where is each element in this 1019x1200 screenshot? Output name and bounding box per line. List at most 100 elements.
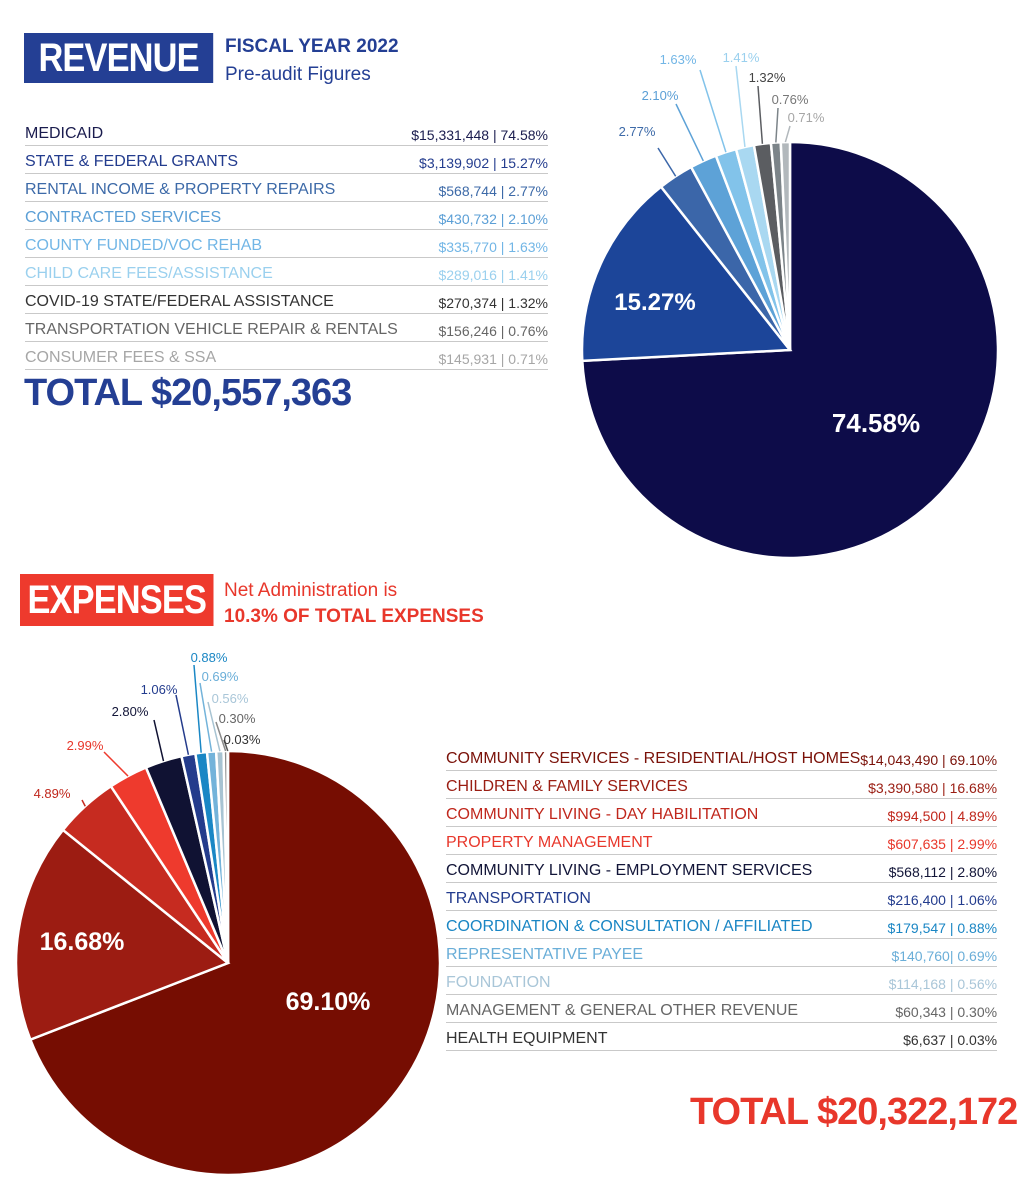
expenses-row-amount: $14,043,490 | 69.10% (860, 743, 998, 771)
expenses-table: COMMUNITY SERVICES - RESIDENTIAL/HOST HO… (446, 743, 998, 1051)
expenses-row: FOUNDATION $114,168 | 0.56% (446, 966, 998, 995)
revenue-banner: REVENUE (24, 33, 214, 83)
expenses-row-amount: $179,547 | 0.88% (860, 910, 998, 939)
expenses-row-label: CHILDREN & FAMILY SERVICES (446, 770, 861, 799)
revenue-pie-slice-label: 1.63% (660, 52, 697, 67)
expenses-row-label: MANAGEMENT & GENERAL OTHER REVENUE (446, 994, 861, 1023)
revenue-pie-leader-line (775, 107, 779, 143)
expenses-pie-slice (28, 749, 442, 1177)
expenses-pie-slice-label: 16.68% (40, 928, 125, 956)
revenue-pie-slice-label: 2.77% (619, 124, 656, 139)
revenue-subtitle: Pre-audit Figures (225, 64, 371, 85)
revenue-row-label: COVID-19 STATE/FEDERAL ASSISTANCE (25, 285, 408, 314)
revenue-row-label: CONTRACTED SERVICES (25, 201, 408, 230)
expenses-pie-leader-line (153, 719, 165, 762)
revenue-pie-slice-label: 0.76% (772, 92, 809, 107)
revenue-pie-slice-label: 0.71% (788, 110, 825, 125)
revenue-table: MEDICAID $15,331,448 | 74.58% STATE & FEDE… (25, 118, 548, 370)
revenue-row: COVID-19 STATE/FEDERAL ASSISTANCE $270,37… (25, 285, 548, 314)
revenue-row: TRANSPORTATION VEHICLE REPAIR & RENTALS $… (25, 313, 548, 342)
expenses-pie-leader-line (81, 799, 86, 807)
revenue-row-label: TRANSPORTATION VEHICLE REPAIR & RENTALS (25, 313, 408, 342)
revenue-row: MEDICAID $15,331,448 | 74.58% (25, 118, 548, 146)
expenses-row-amount: $216,400 | 1.06% (860, 882, 998, 911)
expenses-pie-leader-line (215, 721, 227, 752)
expenses-pie-leader-line (223, 739, 229, 752)
revenue-row-label: MEDICAID (25, 118, 408, 146)
revenue-pie-leader-line (675, 103, 704, 162)
expenses-row: COMMUNITY LIVING - EMPLOYMENT SERVICES $5… (446, 854, 998, 883)
revenue-pie-leader-line (784, 125, 791, 143)
revenue-row: CHILD CARE FEES/ASSISTANCE $289,016 | 1.4… (25, 257, 548, 286)
revenue-row-label: STATE & FEDERAL GRANTS (25, 145, 408, 174)
expenses-pie-slice-label: 0.88% (191, 650, 228, 665)
expenses-row: COMMUNITY SERVICES - RESIDENTIAL/HOST HO… (446, 743, 998, 771)
expenses-row: COORDINATION & CONSULTATION / AFFILIATED… (446, 910, 998, 939)
expenses-row-amount: $3,390,580 | 16.68% (860, 770, 998, 799)
expenses-pie-leader-line (207, 701, 221, 752)
revenue-row-label: RENTAL INCOME & PROPERTY REPAIRS (25, 173, 408, 202)
revenue-row-amount: $15,331,448 | 74.58% (407, 118, 548, 146)
expenses-row-label: FOUNDATION (446, 966, 861, 995)
expenses-row: CHILDREN & FAMILY SERVICES $3,390,580 | 1… (446, 770, 998, 799)
revenue-row-amount: $3,139,902 | 15.27% (407, 145, 548, 174)
revenue-pie-leader-line (735, 65, 746, 148)
revenue-row-amount: $289,016 | 1.41% (407, 257, 548, 286)
expenses-pie-slice-label: 69.10% (286, 988, 371, 1016)
revenue-row: STATE & FEDERAL GRANTS $3,139,902 | 15.27… (25, 145, 548, 174)
expenses-row-amount: $6,637 | 0.03% (860, 1022, 998, 1051)
revenue-pie-slice (779, 140, 792, 351)
revenue-pie-leader-line (657, 147, 677, 177)
net-admin-note: Net Administration is (224, 580, 398, 601)
expenses-row-label: COMMUNITY SERVICES - RESIDENTIAL/HOST HO… (446, 743, 861, 771)
expenses-row-amount: $60,343 | 0.30% (860, 994, 998, 1023)
expenses-pie-slice-label: 0.56% (212, 691, 249, 706)
revenue-pie-slice-label: 2.10% (642, 88, 679, 103)
expenses-row: REPRESENTATIVE PAYEE $140,760| 0.69% (446, 938, 998, 967)
revenue-pie-slice-label: 1.32% (749, 70, 786, 85)
revenue-row-amount: $156,246 | 0.76% (407, 313, 548, 342)
expenses-pie-slice-label: 0.03% (224, 732, 261, 747)
expenses-row-label: REPRESENTATIVE PAYEE (446, 938, 861, 967)
expenses-row-label: TRANSPORTATION (446, 882, 861, 911)
expenses-row-amount: $140,760| 0.69% (860, 938, 998, 967)
expenses-row-label: COMMUNITY LIVING - EMPLOYMENT SERVICES (446, 854, 861, 883)
expenses-pie-slice-label: 1.06% (141, 682, 178, 697)
expenses-row-amount: $568,112 | 2.80% (860, 854, 998, 883)
expenses-pie-slice-label: 0.69% (202, 669, 239, 684)
net-admin-percent: 10.3% OF TOTAL EXPENSES (224, 606, 484, 627)
expenses-pie-leader-line (103, 751, 129, 777)
revenue-row-amount: $335,770 | 1.63% (407, 229, 548, 258)
fiscal-year-title: FISCAL YEAR 2022 (225, 36, 399, 57)
revenue-pie-slice (580, 185, 793, 363)
revenue-row: COUNTY FUNDED/VOC REHAB $335,770 | 1.63% (25, 229, 548, 258)
expenses-pie-slice (14, 828, 231, 1042)
revenue-row: CONSUMER FEES & SSA $145,931 | 0.71% (25, 341, 548, 370)
expenses-pie-leader-line (199, 682, 213, 752)
revenue-row-amount: $145,931 | 0.71% (407, 341, 548, 370)
expenses-row-label: HEALTH EQUIPMENT (446, 1022, 861, 1051)
revenue-row: RENTAL INCOME & PROPERTY REPAIRS $568,744… (25, 173, 548, 202)
expenses-row-label: COMMUNITY LIVING - DAY HABILITATION (446, 798, 861, 827)
revenue-row: CONTRACTED SERVICES $430,732 | 2.10% (25, 201, 548, 230)
expenses-row-label: COORDINATION & CONSULTATION / AFFILIATED (446, 910, 861, 939)
expenses-row: COMMUNITY LIVING - DAY HABILITATION $994,… (446, 798, 998, 827)
revenue-pie-slice-label: 1.41% (723, 50, 760, 65)
revenue-pie-slice-label: 74.58% (832, 408, 920, 438)
revenue-row-label: CONSUMER FEES & SSA (25, 341, 408, 370)
expenses-pie-leader-line (193, 664, 202, 753)
revenue-pie-slice-label: 15.27% (614, 289, 695, 316)
revenue-row-label: CHILD CARE FEES/ASSISTANCE (25, 257, 408, 286)
expenses-row-amount: $994,500 | 4.89% (860, 798, 998, 827)
expenses-pie-slice-label: 2.80% (112, 704, 149, 719)
expenses-row: MANAGEMENT & GENERAL OTHER REVENUE $60,34… (446, 994, 998, 1023)
expenses-row-amount: $114,168 | 0.56% (860, 966, 998, 995)
revenue-pie-leader-line (699, 69, 727, 153)
expenses-row-amount: $607,635 | 2.99% (860, 826, 998, 855)
revenue-total: TOTAL $20,557,363 (24, 372, 352, 414)
revenue-row-label: COUNTY FUNDED/VOC REHAB (25, 229, 408, 258)
expenses-total: TOTAL $20,322,172 (690, 1091, 1018, 1133)
revenue-pie-leader-line (757, 85, 764, 144)
revenue-row-amount: $430,732 | 2.10% (407, 201, 548, 230)
